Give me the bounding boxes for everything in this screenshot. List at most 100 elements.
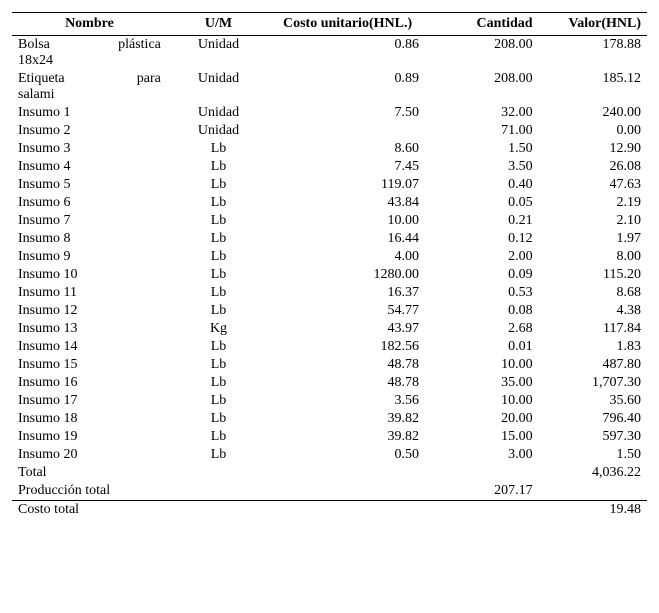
cell-um: Unidad (167, 36, 270, 71)
cell-nombre: Insumo 2 (12, 122, 167, 140)
cell-nombre: Insumo 8 (12, 230, 167, 248)
table-row: Insumo 1Unidad7.5032.00240.00 (12, 104, 647, 122)
cell-nombre: Bolsaplástica18x24 (12, 36, 167, 71)
table-row: Insumo 19Lb39.8215.00597.30 (12, 428, 647, 446)
cell-um: Lb (167, 284, 270, 302)
col-nombre-header: Nombre (12, 13, 167, 36)
costo-total-label: Costo total (12, 501, 539, 520)
cell-cantidad: 20.00 (425, 410, 539, 428)
cell-um: Unidad (167, 70, 270, 104)
col-um-header: U/M (167, 13, 270, 36)
table-row: Insumo 5Lb119.070.4047.63 (12, 176, 647, 194)
col-cantidad-header: Cantidad (425, 13, 539, 36)
cell-costo: 1280.00 (270, 266, 425, 284)
row-produccion: Producción total207.17 (12, 482, 647, 501)
cell-um: Lb (167, 194, 270, 212)
cell-costo: 8.60 (270, 140, 425, 158)
cell-costo: 4.00 (270, 248, 425, 266)
cell-cantidad: 71.00 (425, 122, 539, 140)
table-row: Insumo 20Lb0.503.001.50 (12, 446, 647, 464)
cell-valor: 35.60 (539, 392, 647, 410)
cell-um: Lb (167, 410, 270, 428)
cell-valor: 47.63 (539, 176, 647, 194)
cell-cantidad: 2.00 (425, 248, 539, 266)
cell-um: Lb (167, 446, 270, 464)
cell-nombre: Insumo 15 (12, 356, 167, 374)
cell-costo (270, 122, 425, 140)
table-row: EtiquetaparasalamiUnidad0.89208.00185.12 (12, 70, 647, 104)
table-row: Insumo 3Lb8.601.5012.90 (12, 140, 647, 158)
table-row: Insumo 8Lb16.440.121.97 (12, 230, 647, 248)
cell-costo: 3.56 (270, 392, 425, 410)
cell-cantidad: 0.05 (425, 194, 539, 212)
cell-valor: 1.50 (539, 446, 647, 464)
cell-cantidad: 3.50 (425, 158, 539, 176)
table-row: Insumo 18Lb39.8220.00796.40 (12, 410, 647, 428)
cell-nombre: Insumo 16 (12, 374, 167, 392)
cell-nombre: Insumo 13 (12, 320, 167, 338)
prod-label: Producción total (12, 482, 425, 501)
cell-valor: 178.88 (539, 36, 647, 71)
table-row: Insumo 14Lb182.560.011.83 (12, 338, 647, 356)
cell-nombre: Insumo 18 (12, 410, 167, 428)
cell-nombre: Insumo 5 (12, 176, 167, 194)
cell-um: Unidad (167, 122, 270, 140)
table-row: Bolsaplástica18x24Unidad0.86208.00178.88 (12, 36, 647, 71)
cell-valor: 117.84 (539, 320, 647, 338)
table-row: Insumo 7Lb10.000.212.10 (12, 212, 647, 230)
cell-cantidad: 2.68 (425, 320, 539, 338)
cell-um: Kg (167, 320, 270, 338)
prod-empty (539, 482, 647, 501)
col-valor-header: Valor(HNL) (539, 13, 647, 36)
cell-nombre: Insumo 3 (12, 140, 167, 158)
costo-total-value: 19.48 (539, 501, 647, 520)
header-row: Nombre U/M Costo unitario(HNL.) Cantidad… (12, 13, 647, 36)
cell-valor: 1.97 (539, 230, 647, 248)
cell-um: Lb (167, 356, 270, 374)
cell-costo: 39.82 (270, 410, 425, 428)
cell-cantidad: 3.00 (425, 446, 539, 464)
cell-nombre: Insumo 9 (12, 248, 167, 266)
cell-cantidad: 10.00 (425, 356, 539, 374)
cell-um: Lb (167, 176, 270, 194)
cell-cantidad: 208.00 (425, 70, 539, 104)
cell-valor: 4.38 (539, 302, 647, 320)
col-costo-header: Costo unitario(HNL.) (270, 13, 425, 36)
cost-table: Nombre U/M Costo unitario(HNL.) Cantidad… (12, 12, 647, 519)
cell-um: Lb (167, 392, 270, 410)
cell-cantidad: 208.00 (425, 36, 539, 71)
table-row: Insumo 10Lb1280.000.09115.20 (12, 266, 647, 284)
cell-nombre: Insumo 7 (12, 212, 167, 230)
table-body: Bolsaplástica18x24Unidad0.86208.00178.88… (12, 36, 647, 520)
cell-valor: 8.00 (539, 248, 647, 266)
cell-costo: 0.50 (270, 446, 425, 464)
cell-valor: 8.68 (539, 284, 647, 302)
cell-cantidad: 0.09 (425, 266, 539, 284)
table-row: Insumo 12Lb54.770.084.38 (12, 302, 647, 320)
cell-nombre: Insumo 14 (12, 338, 167, 356)
cell-costo: 119.07 (270, 176, 425, 194)
table-row: Insumo 11Lb16.370.538.68 (12, 284, 647, 302)
cell-valor: 1,707.30 (539, 374, 647, 392)
cell-valor: 26.08 (539, 158, 647, 176)
table-row: Insumo 2Unidad71.000.00 (12, 122, 647, 140)
cell-valor: 185.12 (539, 70, 647, 104)
table-row: Insumo 6Lb43.840.052.19 (12, 194, 647, 212)
cell-cantidad: 0.53 (425, 284, 539, 302)
table-row: Insumo 4Lb7.453.5026.08 (12, 158, 647, 176)
cell-valor: 487.80 (539, 356, 647, 374)
total-label: Total (12, 464, 539, 482)
total-value: 4,036.22 (539, 464, 647, 482)
cell-costo: 43.97 (270, 320, 425, 338)
cell-valor: 2.19 (539, 194, 647, 212)
cell-cantidad: 10.00 (425, 392, 539, 410)
table-row: Insumo 15Lb48.7810.00487.80 (12, 356, 647, 374)
cell-um: Lb (167, 266, 270, 284)
prod-value: 207.17 (425, 482, 539, 501)
table-row: Insumo 16Lb48.7835.001,707.30 (12, 374, 647, 392)
table-row: Insumo 9Lb4.002.008.00 (12, 248, 647, 266)
cell-um: Lb (167, 248, 270, 266)
cell-costo: 16.37 (270, 284, 425, 302)
cell-valor: 12.90 (539, 140, 647, 158)
cell-um: Lb (167, 338, 270, 356)
